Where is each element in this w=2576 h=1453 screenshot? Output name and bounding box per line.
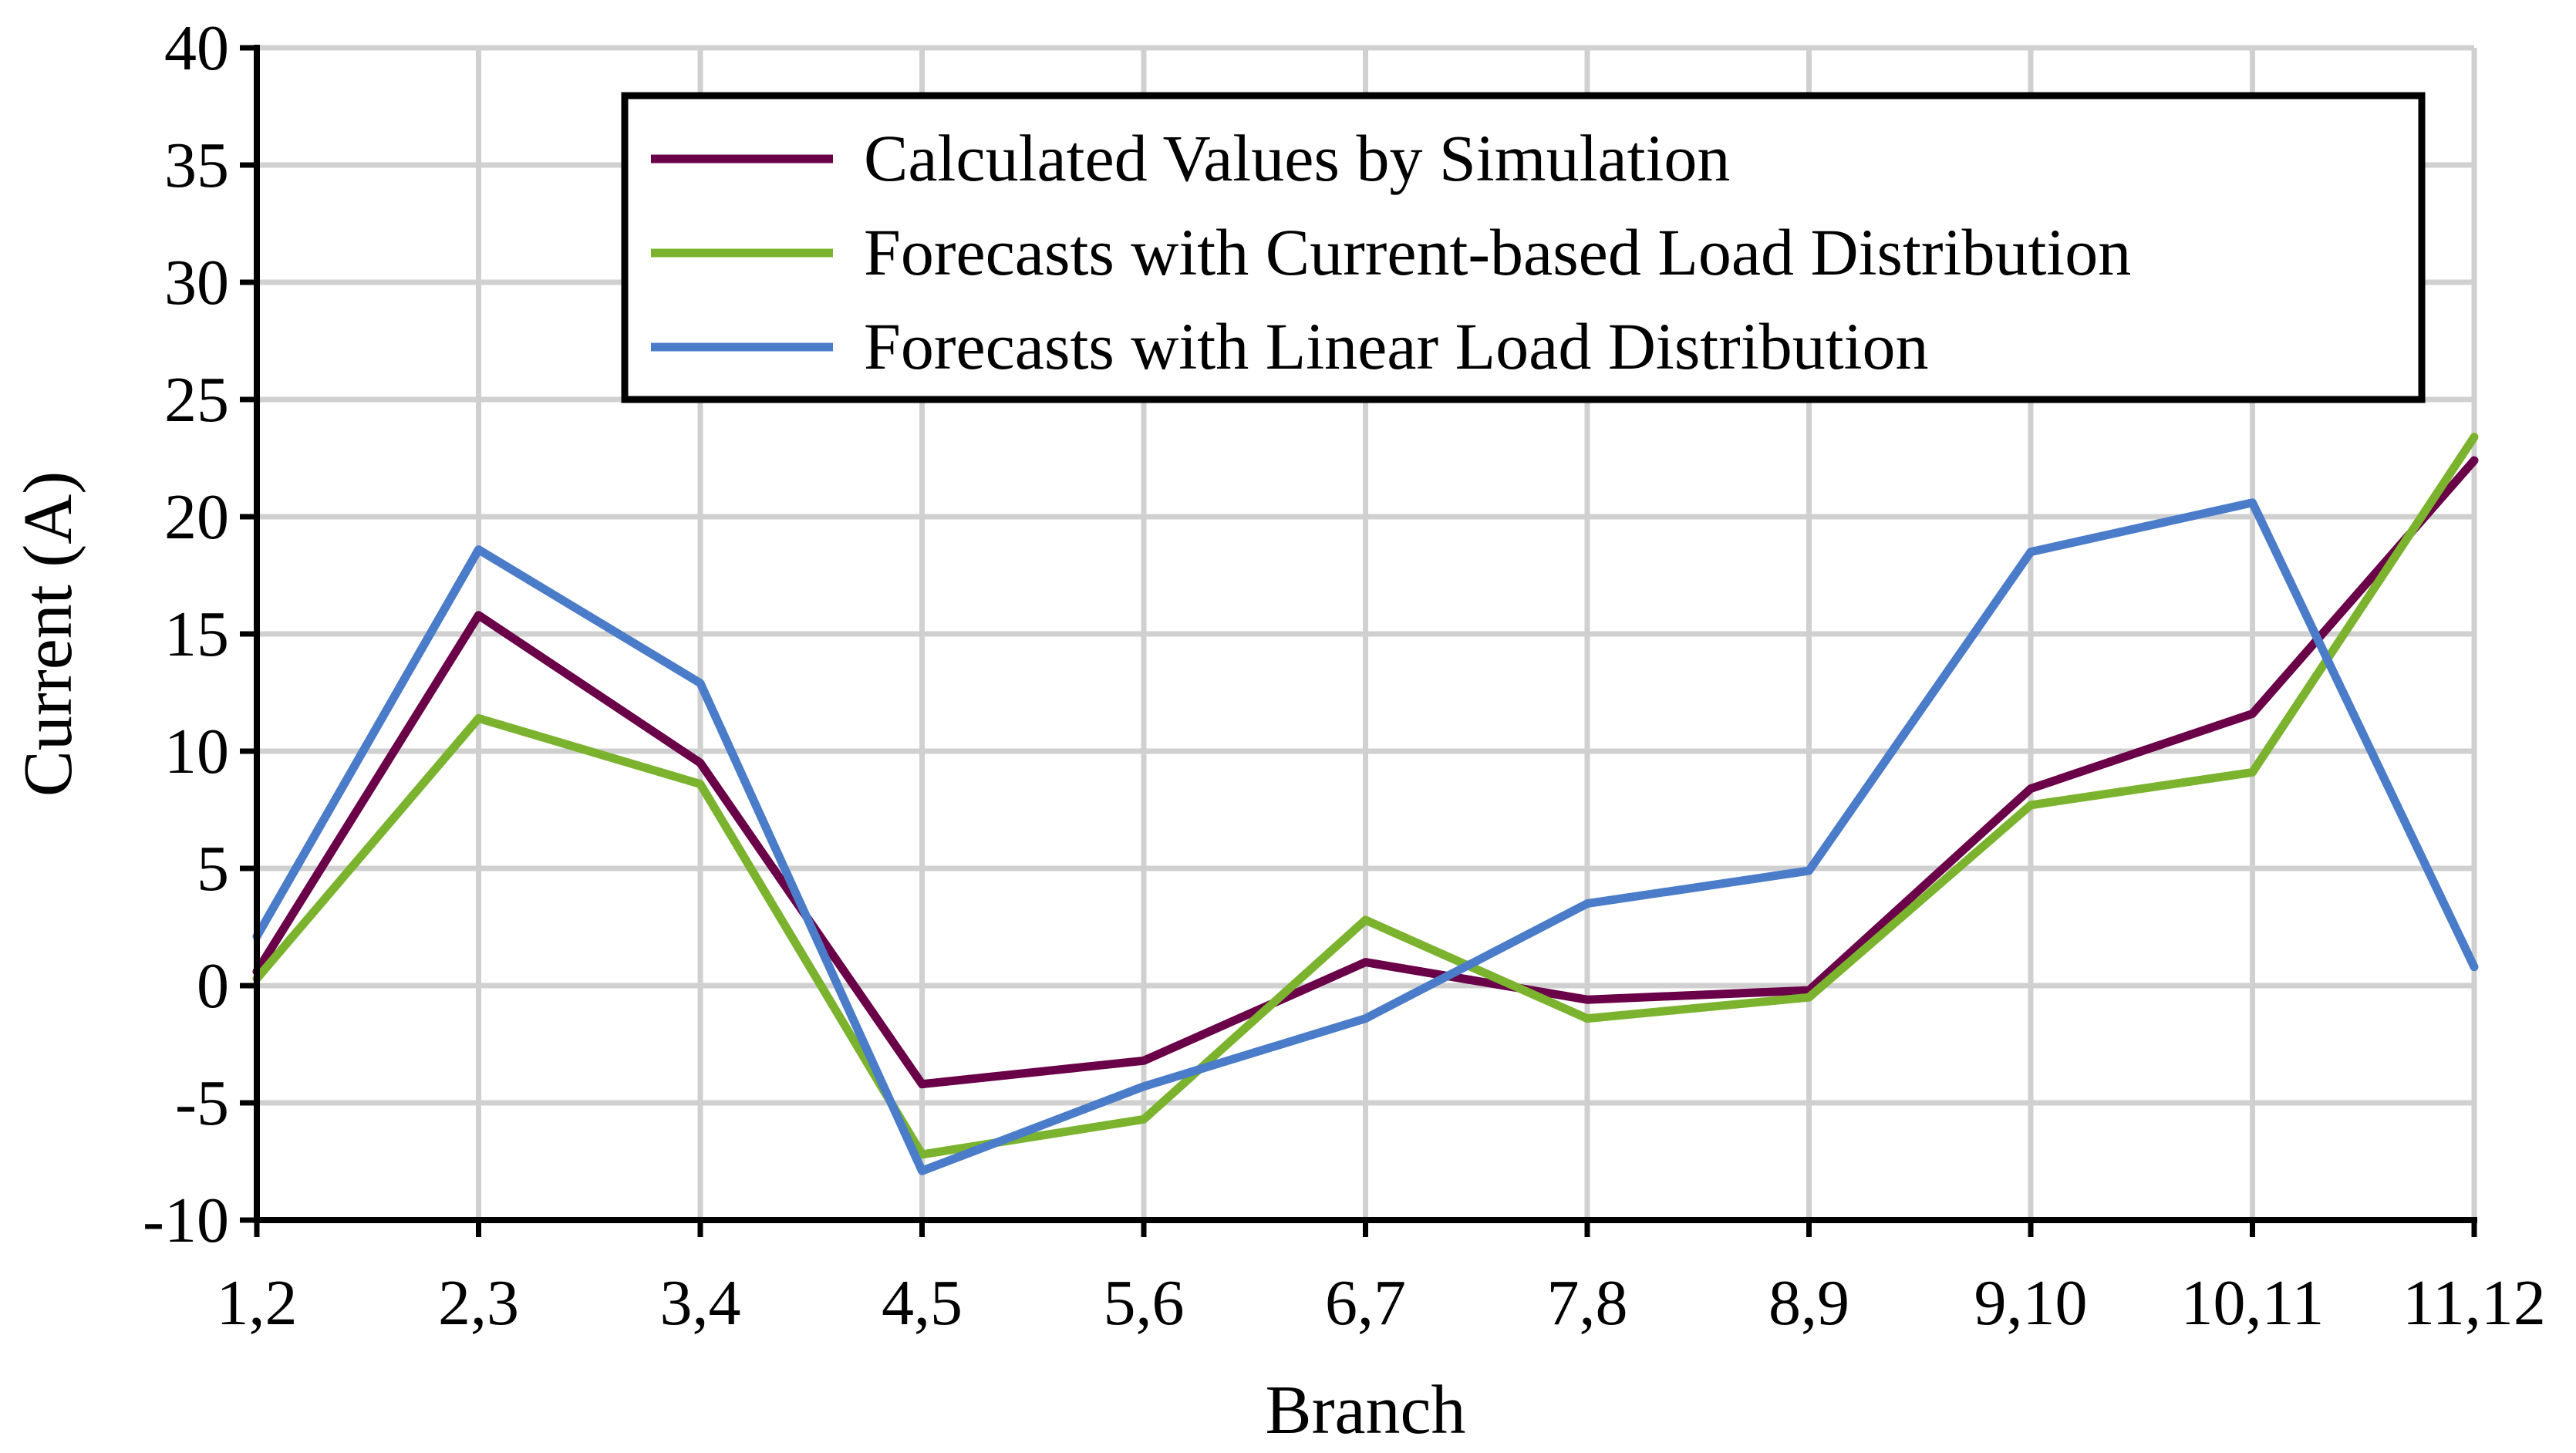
y-tick-label: 15	[164, 598, 229, 670]
y-tick-label: 30	[164, 247, 229, 319]
x-tick-label: 6,7	[1325, 1267, 1406, 1339]
y-tick-label: 35	[164, 130, 229, 201]
legend-label: Calculated Values by Simulation	[864, 121, 1730, 195]
series-line	[252, 433, 2479, 1159]
series-line	[252, 456, 2479, 1089]
tick-labels: -10 -5 0 5 10 15 20 25 30 35 40 1,2 2,3 3,4 4,5 5,6 6,7 7…	[143, 12, 2546, 1339]
y-tick-label: -5	[175, 1067, 229, 1139]
x-axis-title: Branch	[1266, 1372, 1466, 1448]
x-tick-label: 8,9	[1768, 1267, 1849, 1339]
legend-box	[621, 92, 2426, 403]
x-tick-label: 5,6	[1104, 1267, 1185, 1339]
legend-label: Forecasts with Linear Load Distribution	[864, 309, 1929, 383]
y-tick-label: 25	[164, 364, 229, 436]
y-tick-label: 5	[197, 833, 229, 905]
x-tick-label: 11,12	[2402, 1267, 2546, 1339]
y-tick-label: 10	[164, 716, 229, 787]
y-axis-title: Current (A)	[10, 471, 86, 797]
legend-label: Forecasts with Current-based Load Distri…	[864, 215, 2131, 289]
x-tick-label: 1,2	[217, 1267, 298, 1339]
y-tick-label: 40	[164, 12, 229, 84]
x-tick-label: 9,10	[1974, 1267, 2088, 1339]
series-lines	[252, 433, 2479, 1175]
x-tick-label: 10,11	[2181, 1267, 2325, 1339]
x-tick-label: 4,5	[882, 1267, 963, 1339]
x-tick-label: 7,8	[1547, 1267, 1628, 1339]
legend: Calculated Values by Simulation Forecasts…	[621, 92, 2426, 403]
series-line	[252, 498, 2479, 1175]
y-tick-label: -10	[143, 1185, 229, 1256]
axes	[240, 45, 2477, 1237]
y-tick-label: 20	[164, 481, 229, 553]
x-tick-label: 3,4	[660, 1267, 741, 1339]
y-tick-label: 0	[197, 950, 229, 1022]
x-tick-label: 2,3	[438, 1267, 519, 1339]
